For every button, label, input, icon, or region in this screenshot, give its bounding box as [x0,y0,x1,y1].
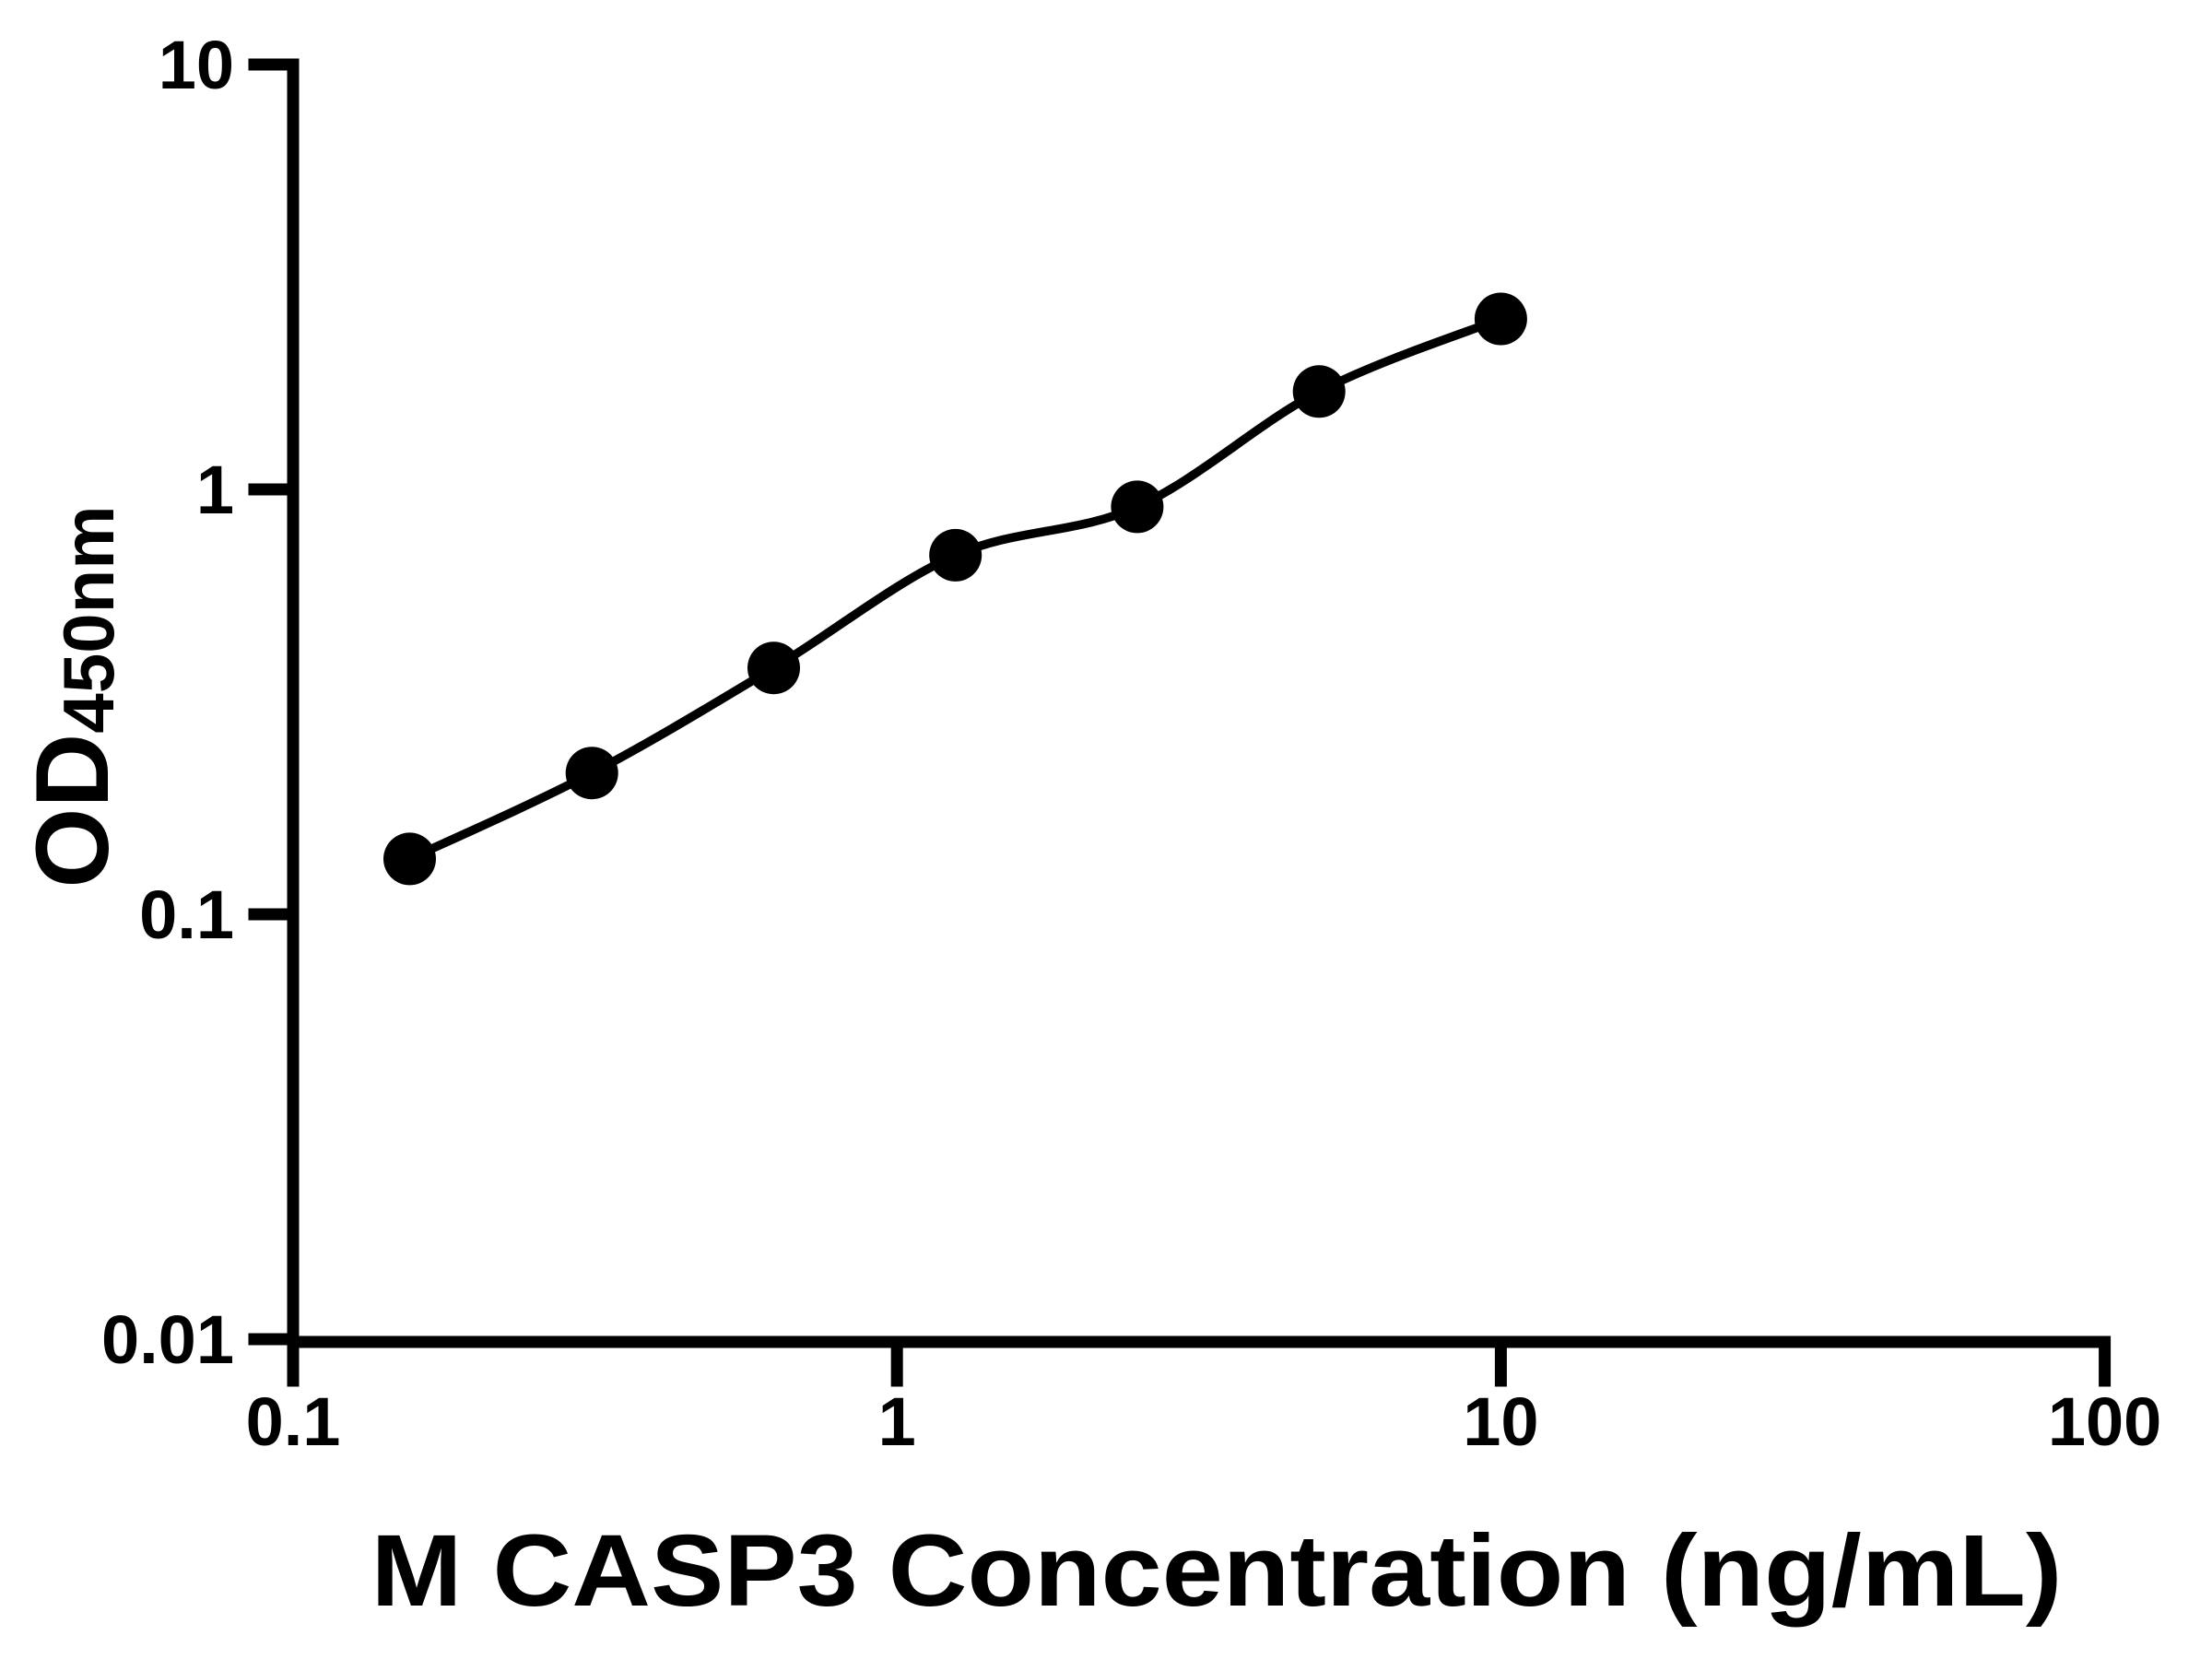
data-point [747,641,800,695]
y-tick-label: 0.01 [101,1301,234,1378]
y-axis-title: OD450nm [15,505,130,888]
data-point [1474,292,1527,346]
y-tick-label: 10 [159,27,234,103]
x-tick-label: 10 [1463,1383,1538,1460]
series-layer [383,292,1527,886]
x-tick-label: 0.1 [246,1383,341,1460]
x-tick-label: 100 [2048,1383,2161,1460]
data-point [1292,365,1346,418]
x-axis-title: M CASP3 Concentration (ng/mL) [371,1514,2063,1628]
y-tick-label: 1 [196,452,234,528]
data-point [383,832,436,886]
y-axis-title-main: OD [15,734,130,888]
x-tick-label: 1 [878,1383,916,1460]
y-tick-label: 0.1 [139,877,234,953]
data-point [565,747,618,800]
data-point [1111,480,1164,534]
data-point [929,528,982,582]
y-axis-title-subscript: 450nm [48,505,129,733]
